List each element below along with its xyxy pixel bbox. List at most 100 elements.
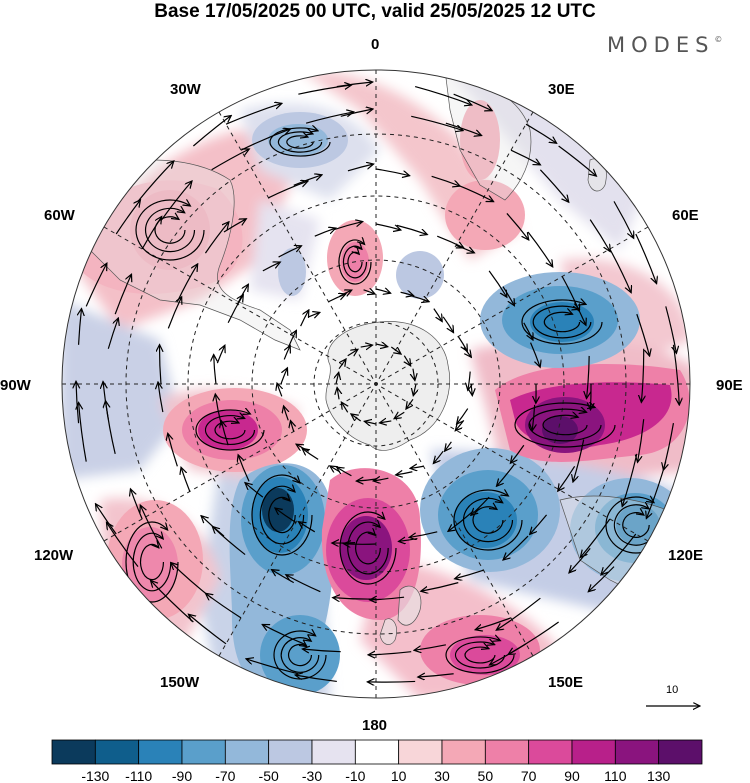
map-title: Base 17/05/2025 00 UTC, valid 25/05/2025…	[154, 1, 596, 22]
streamline	[132, 533, 172, 592]
colorbar-tick-label: -110	[125, 768, 152, 783]
positive-anomaly-north	[327, 100, 525, 296]
anomaly-field	[62, 70, 690, 698]
streamline	[453, 490, 523, 551]
streamline	[375, 168, 410, 176]
streamline	[542, 415, 588, 436]
modes-logo: MODES©	[607, 33, 722, 57]
streamline	[79, 402, 87, 462]
streamline	[523, 322, 533, 340]
streamline	[462, 498, 514, 543]
streamline	[268, 497, 296, 534]
colorbar-tick-label: 10	[391, 768, 407, 783]
colorbar-tick-label: 30	[434, 768, 450, 783]
streamline	[622, 513, 650, 538]
streamline	[107, 318, 118, 349]
streamline	[245, 483, 264, 498]
streamline	[539, 169, 568, 202]
streamline	[590, 383, 591, 410]
streamline	[410, 466, 424, 468]
streamline	[287, 644, 313, 667]
streamline	[530, 514, 548, 534]
streamline	[137, 161, 174, 202]
streamline	[529, 342, 541, 368]
colorbar-swatch	[138, 739, 183, 765]
streamline	[367, 681, 416, 682]
streamline	[225, 103, 282, 125]
streamline	[154, 217, 186, 244]
streamline	[409, 531, 438, 538]
streamline	[601, 533, 637, 575]
streamline	[356, 479, 377, 481]
streamline	[168, 433, 178, 467]
streamline	[150, 580, 194, 623]
streamline	[216, 345, 225, 364]
streamline	[503, 535, 529, 560]
streamline	[236, 284, 248, 305]
longitude-label-30e: 30E	[548, 81, 575, 98]
streamline	[543, 312, 581, 333]
streamline	[558, 465, 576, 491]
streamline	[227, 295, 243, 324]
colorbar-tick-label: -70	[215, 768, 235, 783]
streamline	[204, 222, 229, 254]
streamline	[363, 290, 375, 294]
south-america	[89, 159, 301, 351]
longitude-label-120e: 120E	[668, 547, 704, 564]
streamline	[394, 412, 405, 418]
new-zealand	[397, 585, 422, 626]
streamline	[171, 563, 213, 599]
streamline	[287, 330, 296, 348]
streamline	[468, 371, 470, 391]
streamline	[414, 644, 447, 651]
streamline	[140, 505, 163, 549]
colorbar-swatch	[571, 739, 616, 765]
streamline	[338, 240, 372, 285]
streamline	[85, 263, 107, 307]
streamline	[96, 504, 117, 535]
streamline	[333, 598, 377, 599]
streamline	[472, 507, 504, 534]
streamline	[442, 316, 453, 333]
streamline	[139, 544, 165, 581]
streamline	[510, 444, 525, 463]
streamline	[445, 441, 452, 451]
streamline	[379, 421, 392, 423]
streamline	[437, 235, 464, 248]
streamline	[431, 175, 460, 186]
colorbar-swatch	[268, 739, 313, 765]
streamline	[286, 575, 321, 593]
streamline	[638, 419, 645, 462]
longitude-label-90e: 90E	[716, 377, 743, 394]
streamline	[103, 382, 109, 420]
colorbar: -130 -110 -90 -70 -50 -30 -10 10 30 50 70 90 110 130	[51, 739, 703, 783]
streamline	[433, 308, 442, 322]
streamline	[342, 246, 368, 279]
streamline	[586, 355, 589, 399]
streamline	[262, 262, 280, 272]
streamline	[396, 224, 427, 234]
streamline	[295, 675, 337, 683]
streamline	[330, 466, 340, 472]
streamline	[79, 309, 82, 345]
streamline	[622, 453, 638, 507]
positive-anomaly-west	[163, 388, 307, 472]
longitude-label-120w: 120W	[34, 547, 74, 564]
streamline	[355, 532, 381, 565]
streamline	[373, 478, 389, 481]
streamline	[646, 461, 667, 519]
streamline	[458, 184, 493, 201]
streamline	[510, 149, 540, 165]
streamline	[278, 246, 302, 258]
streamline	[211, 149, 250, 171]
streamline	[574, 301, 586, 326]
colorbar-swatch	[614, 739, 660, 765]
streamline	[240, 129, 290, 151]
longitude-label-30w: 30W	[170, 81, 201, 98]
streamline	[496, 597, 541, 630]
streamline	[413, 368, 415, 381]
streamline	[195, 410, 265, 451]
streamline	[411, 115, 463, 130]
streamline	[569, 547, 591, 572]
streamline	[114, 274, 131, 315]
